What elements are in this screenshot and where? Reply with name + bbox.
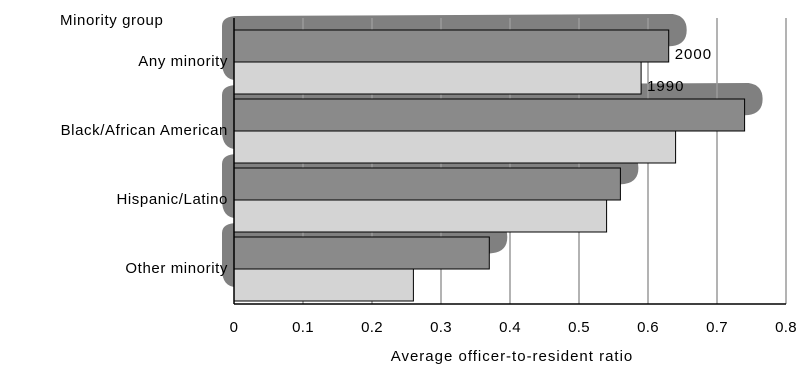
bar-1990-black-african-american bbox=[233, 130, 677, 164]
x-tick-label: 0.1 bbox=[292, 319, 314, 336]
bar-2000-hispanic-latino bbox=[233, 167, 621, 201]
y-axis-title: Minority group bbox=[60, 12, 163, 29]
category-label-black-african-american: Black/African American bbox=[61, 122, 228, 139]
series-labels: 2000 1990 bbox=[647, 46, 712, 95]
series-label-2000: 2000 bbox=[675, 46, 712, 63]
category-label-hispanic-latino: Hispanic/Latino bbox=[116, 191, 228, 208]
bar-2000-other-minority bbox=[233, 236, 490, 270]
x-tick-label: 0.2 bbox=[361, 319, 383, 336]
x-axis-title: Average officer-to-resident ratio bbox=[391, 348, 634, 365]
x-tick-label: 0.5 bbox=[568, 319, 590, 336]
x-tick-label: 0.7 bbox=[706, 319, 728, 336]
x-tick-label: 0 bbox=[230, 319, 239, 336]
category-label-any-minority: Any minority bbox=[138, 53, 228, 70]
x-tick-label: 0.6 bbox=[637, 319, 659, 336]
bar-1990-hispanic-latino bbox=[233, 199, 608, 233]
category-labels: Any minority Black/African American Hispan… bbox=[61, 53, 228, 277]
x-tick-label: 0.8 bbox=[775, 319, 797, 336]
x-tick-label: 0.4 bbox=[499, 319, 521, 336]
category-label-other-minority: Other minority bbox=[125, 260, 228, 277]
bars bbox=[233, 29, 746, 302]
x-tick-labels: 0 0.1 0.2 0.3 0.4 0.5 0.6 0.7 0.8 bbox=[230, 319, 797, 336]
x-tick-label: 0.3 bbox=[430, 319, 452, 336]
bar-1990-other-minority bbox=[233, 268, 414, 302]
bar-2000-black-african-american bbox=[233, 98, 746, 132]
bar-1990-any-minority bbox=[233, 61, 642, 95]
bar-2000-any-minority bbox=[233, 29, 670, 63]
series-label-1990: 1990 bbox=[647, 78, 684, 95]
